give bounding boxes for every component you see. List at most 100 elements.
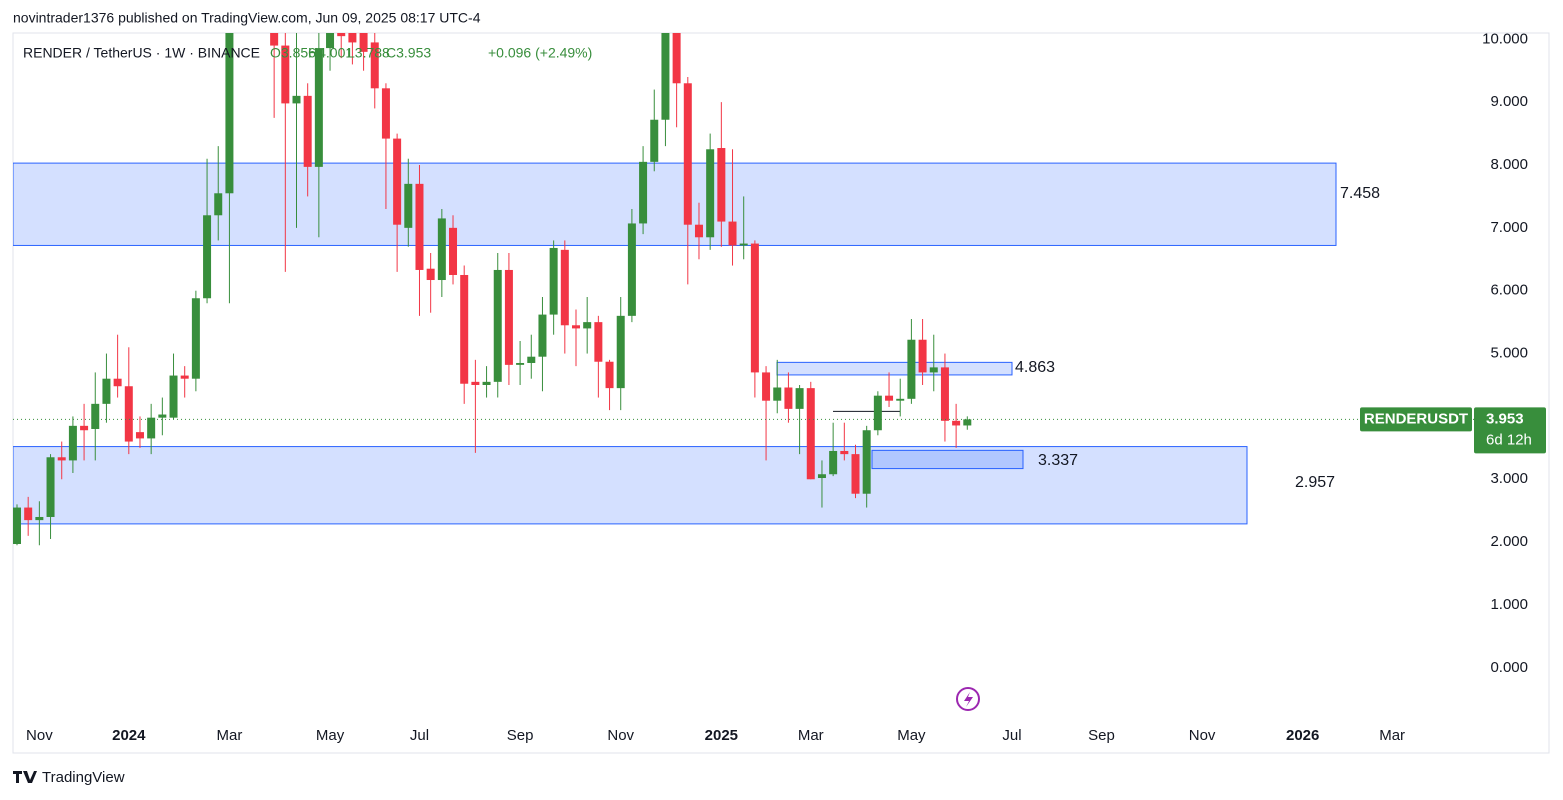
candle-body (762, 372, 771, 401)
candle-body (706, 149, 715, 238)
candle-body (806, 388, 815, 480)
candle-body (35, 516, 44, 521)
candle-body (650, 119, 659, 162)
ohlc-value: O3.856 (270, 45, 316, 61)
candle-body (728, 221, 737, 246)
candle-body (560, 249, 569, 326)
candle-body (929, 367, 938, 373)
candle-body (158, 414, 167, 418)
candle-body (24, 507, 33, 521)
candle-body (683, 83, 692, 225)
candle-body (549, 247, 558, 315)
ticker-tag-bg (1360, 407, 1472, 432)
x-tick-label: May (897, 727, 926, 744)
x-tick-label: Nov (607, 727, 634, 744)
candle-body (862, 430, 871, 494)
candle-body (851, 454, 860, 494)
ticker-tag: RENDERUSDT (1364, 410, 1468, 427)
candle-body (124, 386, 133, 442)
candle-body (314, 48, 323, 167)
candle-body (348, 33, 357, 43)
candle-body (817, 474, 826, 479)
y-tick-label: 5.000 (1490, 345, 1528, 362)
candle-body (940, 367, 949, 421)
candle-body (80, 425, 89, 431)
candle-body (415, 183, 424, 270)
x-tick-label: Mar (216, 727, 242, 744)
candle-body (113, 378, 122, 387)
x-tick-label: Mar (798, 727, 824, 744)
candle-body (270, 33, 279, 46)
candle-body (57, 457, 66, 461)
x-tick-label: Jul (1002, 727, 1021, 744)
candle-body (605, 361, 614, 389)
candle-body (214, 193, 223, 216)
candle-body (46, 457, 55, 517)
brand: TradingView (13, 769, 125, 786)
candle-body (493, 269, 502, 382)
candle-body (963, 419, 972, 426)
candle-body (773, 387, 782, 401)
x-tick-label: May (316, 727, 345, 744)
y-tick-label: 0.000 (1490, 659, 1528, 676)
candle-body (717, 148, 726, 222)
candle-body (583, 322, 592, 329)
candle-body (449, 227, 458, 275)
candle-body (795, 388, 804, 409)
candle-body (68, 425, 77, 461)
candle-body (784, 387, 793, 409)
y-tick-label: 8.000 (1490, 156, 1528, 173)
candle-body (426, 268, 435, 281)
candle-body (672, 33, 681, 84)
candle-body (516, 362, 525, 365)
ohlc-value: C3.953 (386, 45, 431, 61)
candle-body (829, 450, 838, 475)
candle-body (13, 507, 21, 545)
candle-body (437, 218, 446, 281)
frame (12, 32, 1550, 754)
candle-body (292, 95, 301, 104)
candle-body (91, 403, 100, 429)
candle-body (203, 215, 212, 299)
candle-body (326, 33, 335, 49)
candle-body (639, 161, 648, 224)
ohlc-value: +0.096 (+2.49%) (488, 45, 592, 61)
y-tick-label: 9.000 (1490, 93, 1528, 110)
candle-body (952, 420, 961, 426)
lightning-icon (956, 687, 980, 711)
candle-body (169, 375, 178, 418)
candle-body (404, 183, 413, 228)
x-tick-label: 2025 (705, 727, 738, 744)
candle-body (739, 243, 748, 246)
y-tick-label: 2.000 (1490, 533, 1528, 550)
candle-body (885, 395, 894, 401)
x-tick-label: Jul (410, 727, 429, 744)
candle-body (538, 314, 547, 357)
y-tick-label: 1.000 (1490, 596, 1528, 613)
candle-body (907, 339, 916, 399)
candle-body (180, 375, 189, 379)
x-tick-label: Nov (1189, 727, 1216, 744)
x-tick-label: 2026 (1286, 727, 1319, 744)
candle-body (616, 315, 625, 389)
candle-body (460, 274, 469, 384)
countdown: 6d 12h (1486, 431, 1532, 448)
x-tick-label: 2024 (112, 727, 146, 744)
x-tick-label: Nov (26, 727, 53, 744)
candle-body (572, 325, 580, 329)
y-tick-label: 10.000 (1482, 30, 1528, 47)
candle-body (594, 322, 603, 362)
candle-body (918, 339, 927, 373)
candle-body (471, 381, 480, 385)
candle-body (281, 45, 290, 104)
candle-body (393, 138, 402, 225)
plot (13, 33, 1337, 546)
candle-body (661, 33, 670, 120)
candle-body (627, 223, 636, 316)
y-tick-label: 6.000 (1490, 282, 1528, 299)
candle-body (370, 42, 379, 89)
publisher: novintrader1376 published on TradingView… (13, 10, 481, 26)
y-tick-label: 7.000 (1490, 219, 1528, 236)
